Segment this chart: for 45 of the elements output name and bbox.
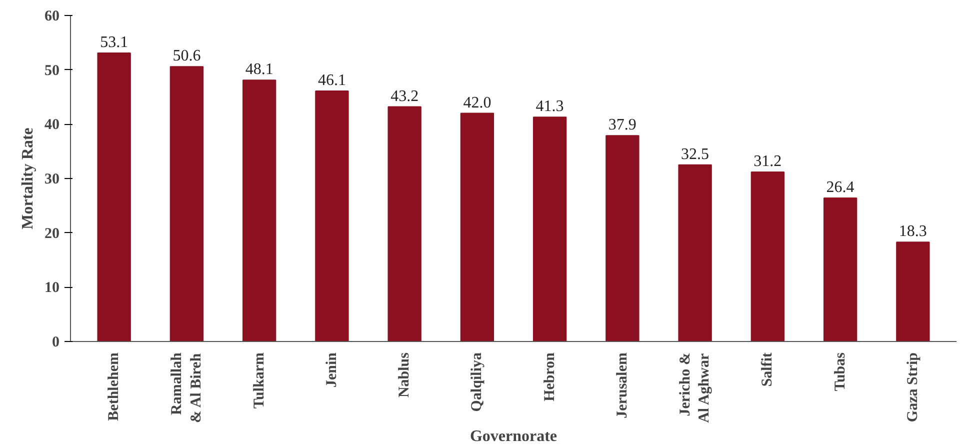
y-tick-label: 10 (44, 280, 60, 296)
y-tick-label: 30 (44, 172, 60, 188)
bar (460, 112, 494, 342)
y-tick-label: 60 (44, 8, 60, 24)
x-axis-title: Governorate (470, 428, 558, 446)
data-label: 53.1 (100, 34, 128, 51)
x-tick-label: Hebron (542, 352, 558, 402)
x-tick-label: Tulkarm (251, 352, 268, 409)
bar (750, 171, 785, 342)
bar (170, 66, 204, 342)
data-label: 41.3 (536, 98, 564, 116)
x-tick-label: Tubas (832, 352, 848, 392)
bar (678, 164, 712, 342)
bar (242, 80, 276, 342)
data-label: 42.0 (463, 94, 492, 112)
y-tick-label: 40 (44, 117, 60, 134)
bar (532, 116, 567, 342)
x-tick-label: Bethlehem (106, 352, 122, 421)
x-tick-label: Jerusalem (614, 352, 630, 418)
bar (315, 90, 349, 342)
data-label: 43.2 (390, 88, 419, 105)
data-label: 37.9 (608, 116, 636, 134)
data-label: 18.3 (898, 223, 927, 240)
data-label: 48.1 (245, 61, 274, 78)
bar (606, 135, 640, 342)
y-tick-label: 20 (44, 226, 60, 242)
bar (388, 106, 422, 342)
data-label: 50.6 (172, 48, 201, 65)
x-tick-label: Qalqiliya (469, 352, 486, 412)
data-label: 32.5 (681, 146, 710, 163)
y-tick-label: 0 (52, 334, 60, 350)
data-label: 26.4 (826, 179, 854, 196)
y-tick-label: 50 (44, 62, 60, 79)
bar (823, 198, 858, 342)
y-axis-title: Mortality Rate (20, 128, 36, 230)
x-tick-label: Gaza Strip (904, 352, 921, 422)
x-tick-label: Nablus (396, 352, 413, 398)
x-tick-label: Salfit (760, 352, 776, 387)
bar (97, 52, 131, 342)
data-label: 46.1 (318, 72, 346, 90)
bar (896, 242, 930, 342)
x-tick-label: Jenin (324, 352, 340, 388)
data-label: 31.2 (754, 152, 782, 170)
x-tick-label: Jericho & Al Aghwar (677, 352, 713, 423)
x-tick-label: Ramallah & Al Bireh (169, 352, 204, 424)
